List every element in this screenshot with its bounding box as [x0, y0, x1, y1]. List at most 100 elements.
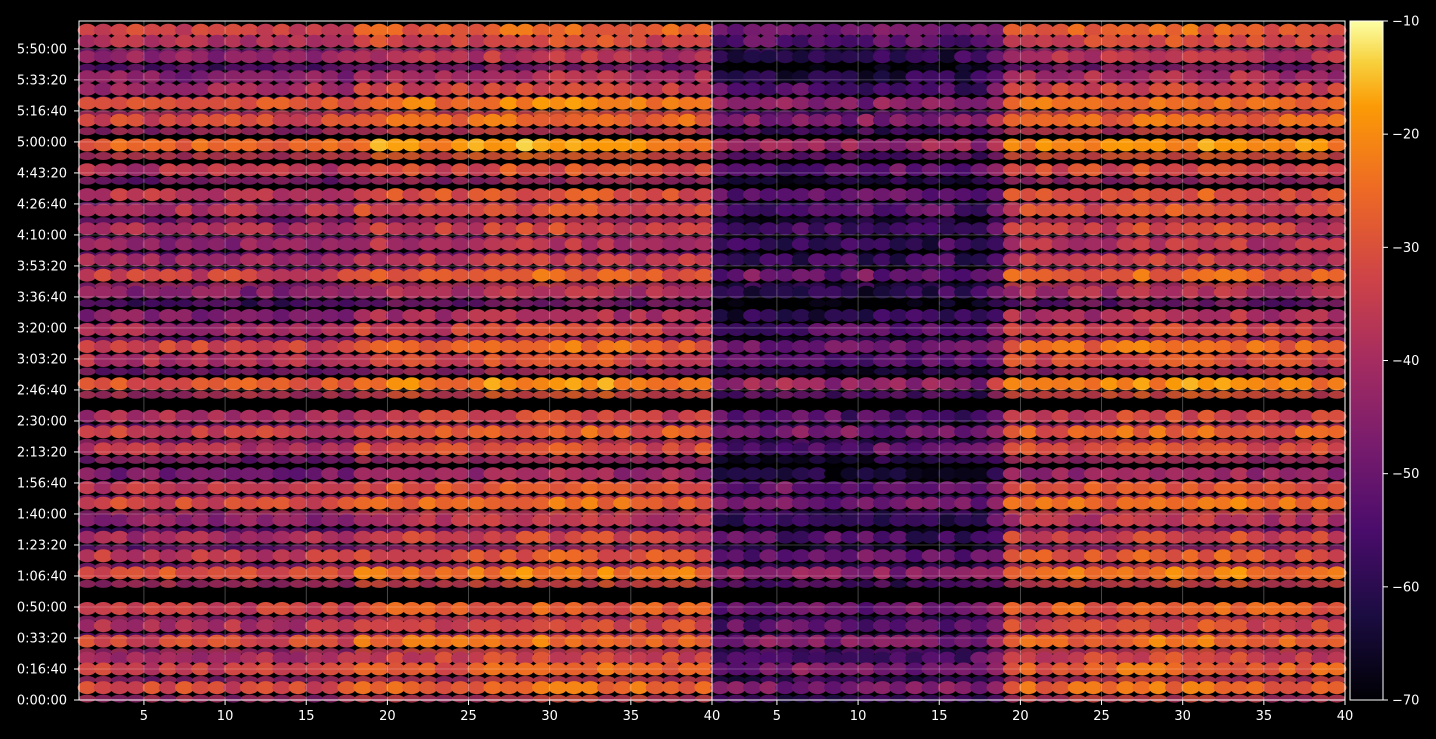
- heatmap-cell: [126, 23, 146, 37]
- heatmap-cell: [580, 222, 600, 236]
- heatmap-cell: [402, 681, 422, 695]
- heatmap-cell: [515, 309, 535, 322]
- heatmap-cell: [532, 481, 552, 495]
- heatmap-cell: [873, 455, 891, 464]
- heatmap-cell: [1278, 481, 1298, 495]
- heatmap-cell: [1230, 138, 1249, 152]
- heatmap-cell: [726, 113, 746, 127]
- heatmap-cell: [353, 285, 373, 299]
- heatmap-cell: [175, 549, 194, 563]
- heatmap-cell: [694, 681, 714, 695]
- heatmap-cell: [1002, 113, 1022, 127]
- heatmap-cell: [304, 138, 324, 152]
- heatmap-cell: [1295, 299, 1313, 308]
- heatmap-cell: [1278, 96, 1298, 110]
- heatmap-cell: [921, 268, 941, 282]
- heatmap-cell: [1002, 138, 1022, 152]
- heatmap-cell: [824, 34, 844, 48]
- heatmap-cell: [305, 367, 323, 376]
- heatmap-cell: [1246, 309, 1266, 322]
- heatmap-cell: [1197, 481, 1217, 495]
- heatmap-cell: [78, 63, 96, 72]
- heatmap-cell: [1246, 425, 1266, 439]
- heatmap-cell: [775, 340, 795, 353]
- heatmap-cell: [613, 268, 633, 282]
- heatmap-cell: [321, 662, 341, 676]
- heatmap-cell: [289, 694, 307, 703]
- heatmap-cell: [905, 268, 925, 282]
- heatmap-cell: [776, 176, 794, 185]
- heatmap-cell: [825, 152, 843, 160]
- heatmap-cell: [321, 377, 341, 391]
- heatmap-cell: [304, 96, 324, 110]
- heatmap-cell: [191, 354, 211, 367]
- heatmap-cell: [791, 222, 811, 236]
- heatmap-cell: [386, 425, 405, 439]
- heatmap-cell: [906, 390, 924, 399]
- heatmap-cell: [272, 377, 292, 391]
- heatmap-cell: [775, 70, 795, 84]
- heatmap-cell: [386, 602, 405, 615]
- heatmap-cell: [142, 323, 162, 336]
- heatmap-cell: [1035, 34, 1055, 48]
- heatmap-cell: [321, 409, 341, 423]
- heatmap-cell: [694, 662, 714, 676]
- heatmap-cell: [580, 340, 600, 353]
- heatmap-cell: [142, 651, 162, 665]
- heatmap-cell: [272, 549, 292, 563]
- heatmap-cell: [1230, 50, 1249, 64]
- heatmap-cell: [1213, 253, 1233, 267]
- heatmap-cell: [1182, 152, 1200, 160]
- heatmap-cell: [322, 579, 340, 588]
- heatmap-cell: [856, 96, 876, 110]
- heatmap-cell: [369, 253, 389, 267]
- heatmap-cell: [532, 163, 552, 177]
- heatmap-cell: [808, 23, 827, 37]
- heatmap-cell: [727, 63, 745, 72]
- heatmap-cell: [986, 377, 1006, 391]
- heatmap-cell: [1197, 96, 1217, 110]
- heatmap-cell: [273, 390, 291, 399]
- heatmap-cell: [1312, 455, 1330, 464]
- heatmap-cell: [111, 390, 129, 399]
- heatmap-cell: [142, 409, 162, 423]
- heatmap-cell: [1279, 390, 1297, 399]
- heatmap-cell: [142, 566, 162, 580]
- heatmap-cell: [645, 634, 665, 648]
- heatmap-cell: [77, 467, 97, 481]
- heatmap-cell: [1067, 222, 1087, 236]
- heatmap-cell: [1182, 299, 1200, 308]
- heatmap-cell: [353, 188, 373, 202]
- heatmap-cell: [1246, 23, 1266, 37]
- heatmap-cell: [337, 285, 357, 299]
- heatmap-cell: [273, 694, 291, 703]
- heatmap-cell: [775, 354, 795, 367]
- heatmap-cell: [1197, 50, 1217, 64]
- heatmap-cell: [304, 285, 324, 299]
- heatmap-cell: [256, 309, 276, 322]
- heatmap-cell: [257, 455, 275, 464]
- heatmap-cell: [158, 602, 178, 615]
- heatmap-cell: [791, 442, 811, 456]
- heatmap-cell: [1051, 138, 1071, 152]
- heatmap-cell: [856, 481, 876, 495]
- heatmap-cell: [353, 354, 373, 367]
- heatmap-cell: [954, 34, 974, 48]
- heatmap-cell: [450, 34, 470, 48]
- heatmap-cell: [288, 467, 308, 481]
- heatmap-cell: [661, 96, 681, 110]
- heatmap-cell: [467, 634, 487, 648]
- heatmap-cell: [694, 203, 714, 217]
- heatmap-cell: [597, 651, 616, 665]
- heatmap-cell: [986, 222, 1006, 236]
- heatmap-cell: [93, 481, 113, 495]
- heatmap-cell: [645, 285, 665, 299]
- heatmap-cell: [1052, 390, 1070, 399]
- heatmap-cell: [613, 222, 633, 236]
- heatmap-cell: [776, 152, 794, 160]
- heatmap-cell: [110, 481, 130, 495]
- heatmap-cell: [77, 340, 97, 353]
- heatmap-cell: [775, 425, 795, 439]
- heatmap-cell: [289, 367, 307, 376]
- heatmap-cell: [1083, 34, 1103, 48]
